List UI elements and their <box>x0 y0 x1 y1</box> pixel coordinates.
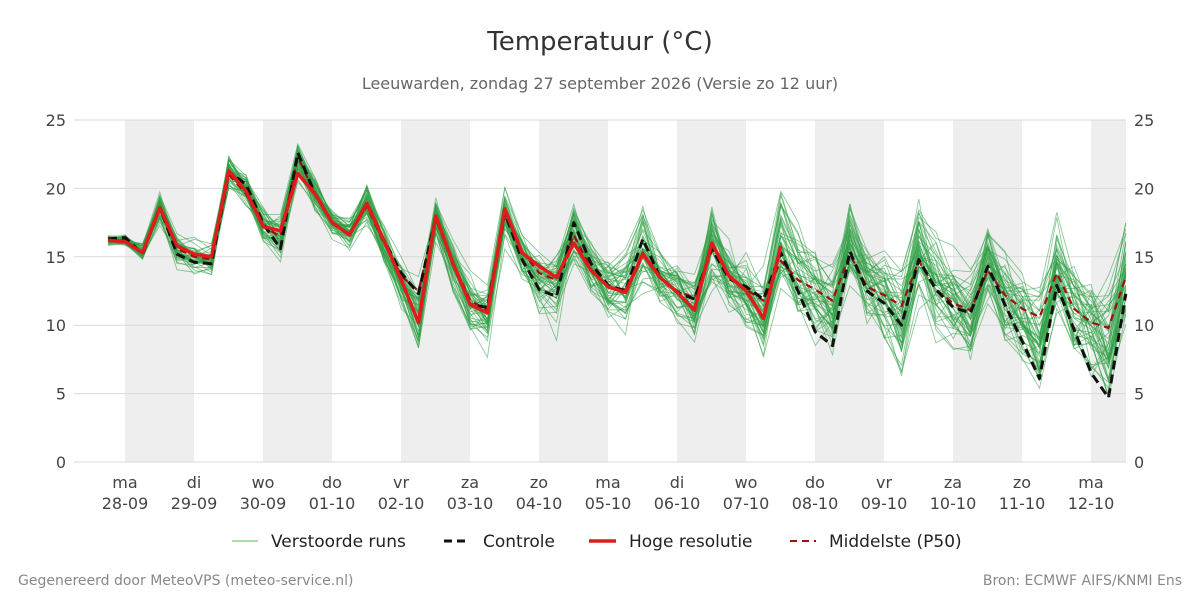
x-tick-date: 03-10 <box>447 494 494 513</box>
x-tick-date: 28-09 <box>102 494 149 513</box>
y-tick-right: 25 <box>1134 111 1154 130</box>
x-tick-day: zo <box>1013 473 1031 492</box>
x-tick-day: ma <box>595 473 620 492</box>
x-tick-date: 06-10 <box>654 494 701 513</box>
ensemble-member <box>107 169 1127 396</box>
credit-generated-by: Gegenereerd door MeteoVPS (meteo-service… <box>18 573 353 589</box>
y-tick-right: 15 <box>1134 248 1154 267</box>
series-line-hires <box>107 168 783 325</box>
legend-label-hires: Hoge resolutie <box>629 532 753 552</box>
x-tick-date: 01-10 <box>309 494 356 513</box>
ensemble-runs <box>107 142 1127 399</box>
x-tick-day: ma <box>112 473 137 492</box>
x-tick-date: 10-10 <box>930 494 977 513</box>
x-tick-date: 07-10 <box>723 494 770 513</box>
y-tick-right: 0 <box>1134 453 1144 472</box>
y-axis-ticks: 0 0 5 5 10 10 15 15 20 20 25 25 <box>46 111 1155 472</box>
ensemble-member <box>107 174 1127 380</box>
ensemble-member <box>107 159 1127 376</box>
y-tick-right: 5 <box>1134 385 1144 404</box>
ensemble-member <box>107 153 1127 351</box>
legend-label-p50: Middelste (P50) <box>829 532 962 552</box>
credit-source: Bron: ECMWF AIFS/KNMI Ens <box>983 573 1182 589</box>
x-tick-day: vr <box>393 473 409 492</box>
legend: Verstoorde runs Controle Hoge resolutie … <box>232 532 962 552</box>
x-tick-date: 30-09 <box>240 494 287 513</box>
x-tick-date: 02-10 <box>378 494 425 513</box>
x-axis-ticks: ma 28-09 di 29-09 wo 30-09 do 01-10 vr 02-10 za 03-… <box>102 473 1115 513</box>
x-tick-date: 05-10 <box>585 494 632 513</box>
x-tick-day: wo <box>735 473 758 492</box>
x-tick-day: wo <box>252 473 275 492</box>
x-tick-date: 09-10 <box>861 494 908 513</box>
y-tick-right: 10 <box>1134 316 1154 335</box>
x-tick-date: 11-10 <box>999 494 1046 513</box>
y-tick-left: 5 <box>56 385 66 404</box>
x-tick-day: vr <box>876 473 892 492</box>
y-tick-left: 15 <box>46 248 66 267</box>
y-tick-left: 25 <box>46 111 66 130</box>
x-tick-date: 08-10 <box>792 494 839 513</box>
x-tick-day: do <box>805 473 825 492</box>
ensemble-member <box>107 149 1127 345</box>
legend-label-ensemble: Verstoorde runs <box>271 532 406 552</box>
x-tick-date: 12-10 <box>1068 494 1115 513</box>
day-shade-28-09 <box>125 120 194 462</box>
y-tick-right: 20 <box>1134 179 1154 198</box>
ensemble-member <box>107 146 1127 345</box>
series-line-p50 <box>108 155 1127 329</box>
x-tick-date: 04-10 <box>516 494 563 513</box>
x-tick-day: di <box>187 473 202 492</box>
x-tick-day: za <box>944 473 962 492</box>
main-series <box>107 151 1128 400</box>
y-tick-left: 20 <box>46 179 66 198</box>
ensemble-member <box>107 152 1127 358</box>
chart-title: Temperatuur (°C) <box>486 27 712 57</box>
ensemble-member <box>107 154 1127 347</box>
x-tick-date: 29-09 <box>171 494 218 513</box>
ensemble-member <box>107 150 1127 373</box>
x-tick-day: za <box>461 473 479 492</box>
legend-label-control: Controle <box>483 532 555 552</box>
x-tick-day: di <box>670 473 685 492</box>
x-tick-day: ma <box>1078 473 1103 492</box>
x-tick-day: do <box>322 473 342 492</box>
x-tick-day: zo <box>530 473 548 492</box>
y-tick-left: 0 <box>56 453 66 472</box>
y-tick-left: 10 <box>46 316 66 335</box>
chart-subtitle: Leeuwarden, zondag 27 september 2026 (Ve… <box>362 74 838 93</box>
ensemble-member <box>107 152 1127 381</box>
ensemble-member <box>107 156 1127 369</box>
